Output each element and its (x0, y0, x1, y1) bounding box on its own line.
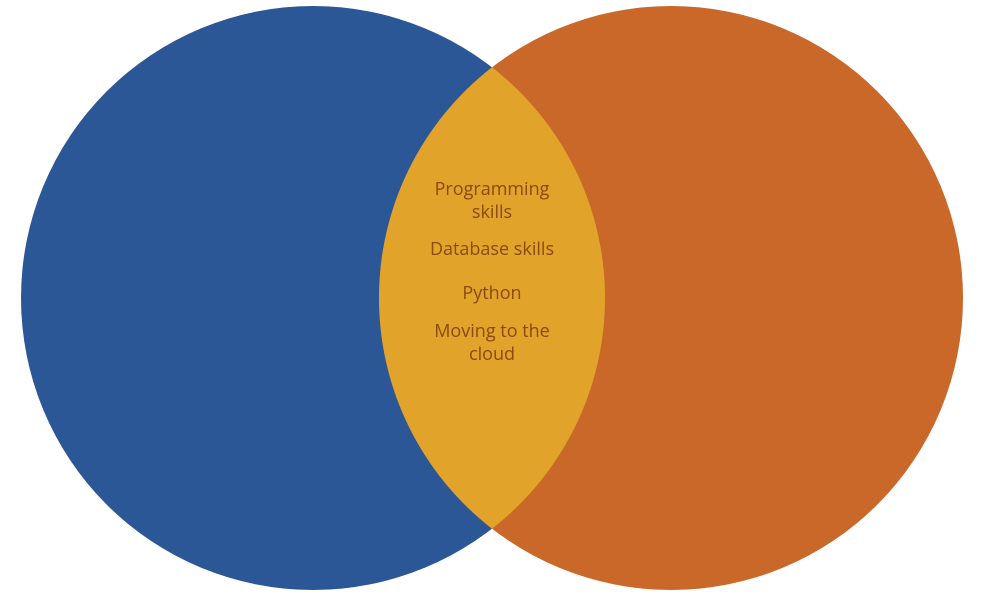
venn-diagram: Data Scientist Programmer Focus Analyzin… (0, 0, 984, 597)
overlap-item-1: Database skills (417, 238, 567, 261)
overlap-item-2: Python (417, 282, 567, 305)
overlap-item-0: Programming skills (417, 178, 567, 225)
overlap-item-3: Moving to the cloud (417, 320, 567, 367)
